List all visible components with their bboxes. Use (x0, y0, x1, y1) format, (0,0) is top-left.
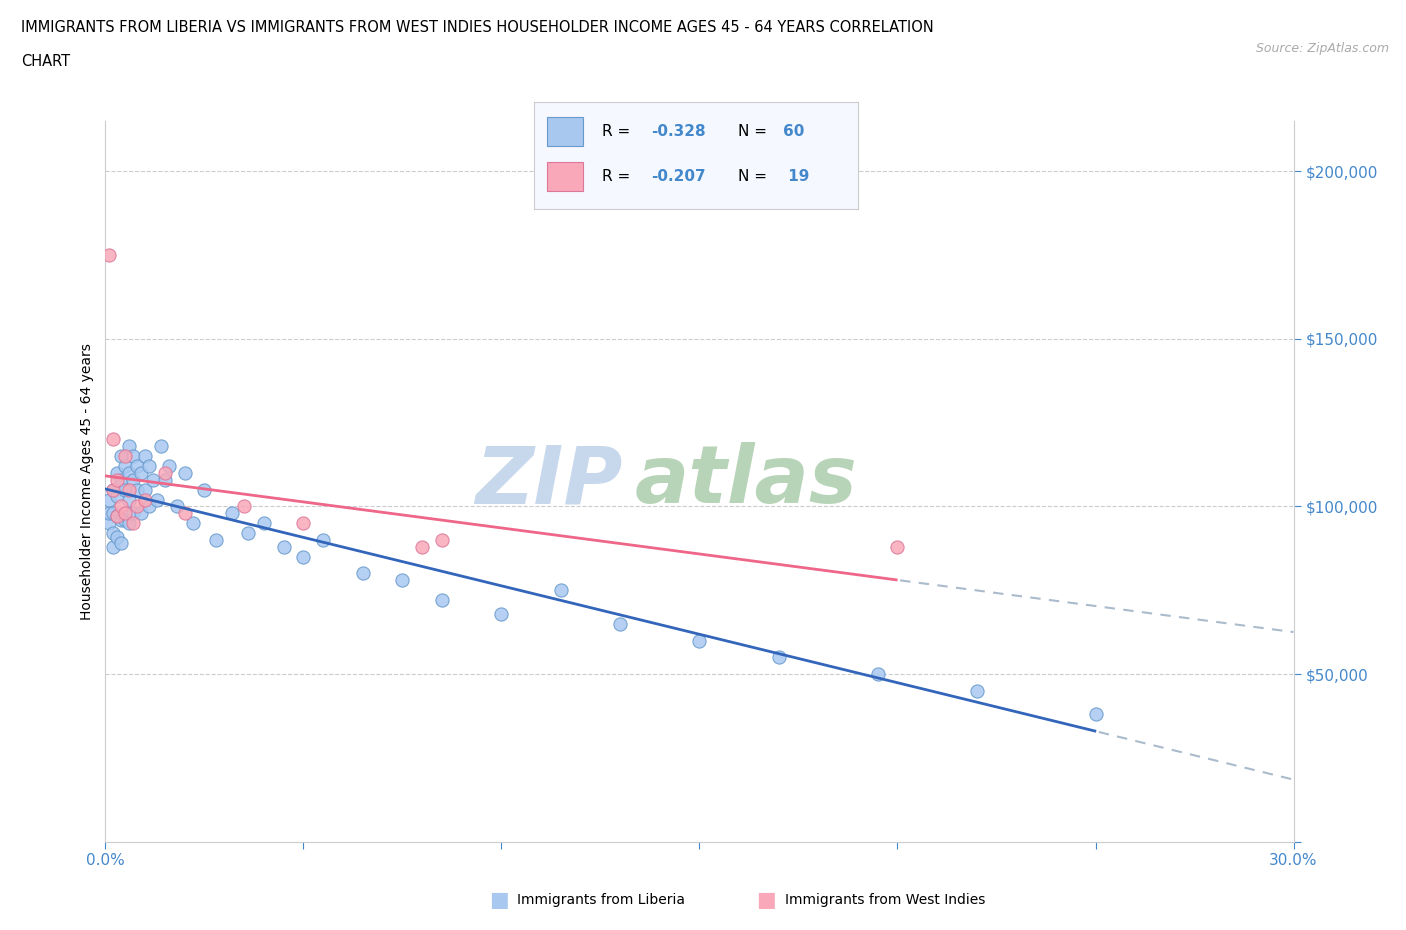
Text: ■: ■ (756, 890, 776, 910)
Point (292, 550, 315, 565)
Point (122, 506, 145, 521)
Bar (547, 117, 583, 146)
Point (233, 499, 256, 514)
Point (138, 499, 160, 514)
Point (114, 458, 136, 473)
Point (122, 472, 145, 487)
Text: CHART: CHART (21, 54, 70, 69)
Point (118, 492, 141, 507)
Text: N =: N = (738, 125, 768, 140)
Point (253, 516, 276, 531)
Point (114, 506, 136, 521)
Point (127, 458, 149, 473)
Point (134, 483, 156, 498)
Point (114, 448, 136, 463)
Point (273, 539, 295, 554)
Point (411, 539, 433, 554)
Point (430, 533, 453, 548)
Point (157, 458, 180, 473)
Point (110, 472, 132, 487)
Point (312, 533, 335, 548)
Point (134, 492, 156, 507)
Point (103, 483, 125, 498)
Point (193, 483, 215, 498)
Text: N =: N = (738, 169, 768, 184)
Point (98, 516, 121, 531)
Point (236, 525, 259, 540)
Point (118, 439, 141, 454)
Point (550, 583, 572, 598)
Point (103, 539, 125, 554)
Point (153, 472, 176, 487)
Point (105, 509, 128, 524)
Text: ZIP: ZIP (475, 443, 623, 520)
Point (689, 633, 711, 648)
Point (146, 492, 169, 507)
Y-axis label: Householder Income Ages 45 - 64 years: Householder Income Ages 45 - 64 years (80, 343, 94, 619)
Text: -0.328: -0.328 (651, 125, 706, 140)
Point (118, 516, 141, 531)
Text: Source: ZipAtlas.com: Source: ZipAtlas.com (1256, 42, 1389, 55)
Point (98, 492, 121, 507)
Point (491, 606, 513, 621)
Point (98, 247, 121, 262)
Point (768, 650, 790, 665)
Point (138, 458, 160, 473)
Text: -0.207: -0.207 (651, 169, 706, 184)
Text: ■: ■ (489, 890, 509, 910)
Point (134, 448, 156, 463)
Point (129, 465, 152, 480)
Point (110, 536, 132, 551)
Point (391, 573, 413, 588)
Point (173, 465, 195, 480)
Point (153, 465, 176, 480)
Point (114, 483, 136, 498)
Text: R =: R = (602, 125, 630, 140)
Point (430, 592, 453, 607)
Point (292, 516, 315, 531)
Point (122, 516, 145, 531)
Point (1084, 707, 1107, 722)
Text: atlas: atlas (634, 443, 856, 520)
Point (221, 506, 243, 521)
Text: Immigrants from Liberia: Immigrants from Liberia (517, 893, 685, 908)
Point (110, 448, 132, 463)
Point (110, 512, 132, 527)
Point (966, 684, 988, 698)
Point (118, 465, 141, 480)
Text: Immigrants from West Indies: Immigrants from West Indies (785, 893, 986, 908)
Point (149, 439, 172, 454)
Text: IMMIGRANTS FROM LIBERIA VS IMMIGRANTS FROM WEST INDIES HOUSEHOLDER INCOME AGES 4: IMMIGRANTS FROM LIBERIA VS IMMIGRANTS FR… (21, 20, 934, 35)
Bar (547, 162, 583, 191)
Point (105, 509, 128, 524)
Point (105, 465, 128, 480)
Point (129, 506, 152, 521)
Point (352, 566, 374, 581)
Text: 60: 60 (783, 125, 804, 140)
Point (205, 533, 228, 548)
Point (866, 667, 889, 682)
Point (110, 499, 132, 514)
Point (118, 483, 141, 498)
Point (103, 525, 125, 540)
Point (122, 448, 145, 463)
Point (127, 499, 149, 514)
Point (173, 506, 195, 521)
Point (105, 529, 128, 544)
Point (103, 483, 125, 498)
Point (105, 472, 128, 487)
Point (609, 617, 631, 631)
Point (105, 489, 128, 504)
Point (142, 472, 165, 487)
Point (98, 506, 121, 521)
Point (103, 506, 125, 521)
Point (114, 512, 136, 527)
Point (886, 539, 908, 554)
Point (166, 499, 188, 514)
Point (127, 483, 149, 498)
Point (103, 432, 125, 446)
Text: 19: 19 (783, 169, 810, 184)
Point (181, 516, 204, 531)
Text: R =: R = (602, 169, 630, 184)
